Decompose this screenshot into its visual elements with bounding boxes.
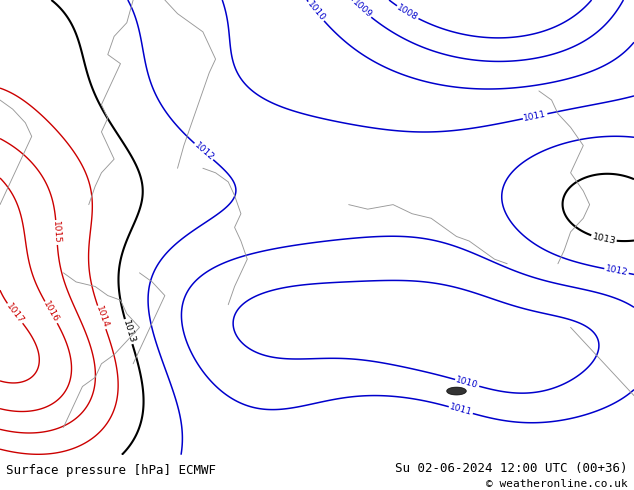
Text: 1011: 1011: [523, 109, 547, 123]
Text: 1013: 1013: [121, 319, 136, 344]
Text: 1008: 1008: [396, 3, 420, 22]
Text: 1011: 1011: [448, 403, 473, 417]
Text: © weatheronline.co.uk: © weatheronline.co.uk: [486, 479, 628, 489]
Text: 1012: 1012: [192, 141, 216, 163]
Text: Su 02-06-2024 12:00 UTC (00+36): Su 02-06-2024 12:00 UTC (00+36): [395, 462, 628, 475]
Polygon shape: [447, 388, 466, 394]
Text: 1009: 1009: [350, 0, 373, 20]
Text: Surface pressure [hPa] ECMWF: Surface pressure [hPa] ECMWF: [6, 464, 216, 477]
Text: 1010: 1010: [455, 375, 479, 391]
Text: 1015: 1015: [51, 220, 62, 244]
Text: 1013: 1013: [591, 232, 616, 246]
Text: 1017: 1017: [4, 301, 25, 325]
Text: 1016: 1016: [41, 300, 61, 324]
Text: 1014: 1014: [94, 305, 110, 330]
Text: 1010: 1010: [305, 0, 327, 23]
Text: 1012: 1012: [604, 265, 629, 278]
